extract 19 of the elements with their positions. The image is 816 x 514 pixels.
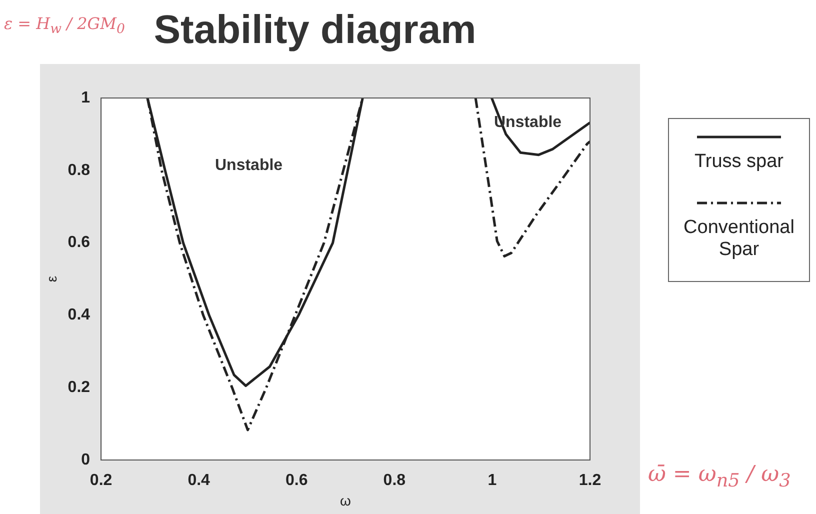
x-axis-title: ω xyxy=(340,492,352,508)
x-tick-label: 0.6 xyxy=(286,472,308,490)
x-tick-label: 0.4 xyxy=(188,472,210,490)
y-axis-title: ε xyxy=(43,276,60,282)
x-tick-label: 1.2 xyxy=(578,472,602,490)
y-tick-label: 0.2 xyxy=(68,379,90,396)
y-tick-label: 1 xyxy=(81,89,90,106)
x-tick-label: 0.8 xyxy=(383,472,406,490)
y-tick-label: 0.4 xyxy=(68,306,90,324)
annotation: Unstable xyxy=(215,157,283,175)
legend-label: Conventional Spar xyxy=(682,217,796,261)
y-tick-label: 0 xyxy=(81,451,90,468)
x-tick-label: 1 xyxy=(488,472,497,490)
legend-label: Truss spar xyxy=(693,151,785,173)
text: ε = H$_{w}$ / 2GM$_{0}$ xyxy=(4,14,125,38)
chart-title: Stability diagram xyxy=(154,8,476,52)
y-tick-label: 0.8 xyxy=(68,162,90,179)
text: ω̄ = ω$_{n5}$ / ω$_{3}$ xyxy=(648,462,791,492)
y-tick-label: 0.6 xyxy=(68,234,90,252)
